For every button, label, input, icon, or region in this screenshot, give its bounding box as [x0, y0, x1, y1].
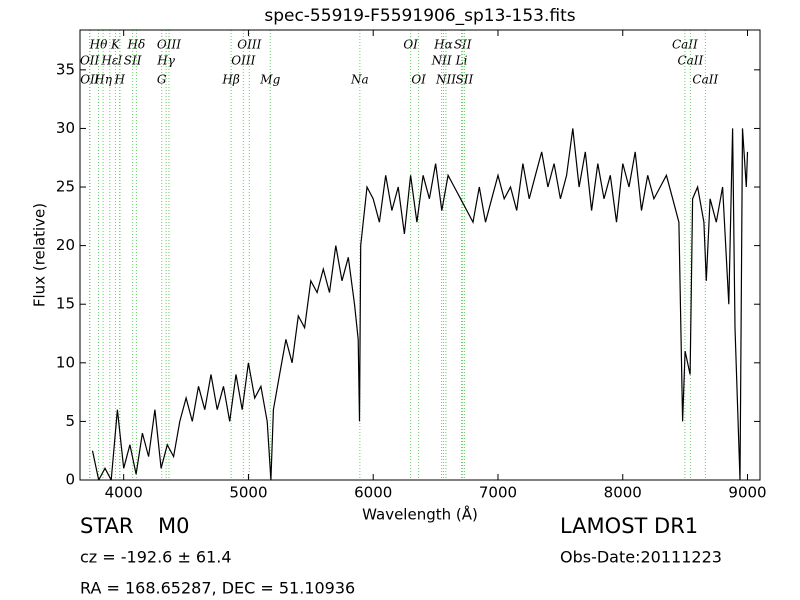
spectral-line-label: OIII — [237, 38, 261, 52]
spectral-line-label: CaII — [692, 73, 718, 87]
spectral-line-label: H — [113, 73, 125, 87]
obs-date: Obs-Date:20111223 — [560, 548, 722, 567]
x-tick-label: 7000 — [479, 484, 517, 502]
spectral-line-label: Hα — [433, 38, 453, 52]
spectral-line-label: Hδ — [127, 38, 146, 52]
spectral-line-label: Hη — [93, 73, 112, 87]
y-tick-label: 35 — [56, 60, 75, 78]
x-tick-label: 9000 — [728, 484, 766, 502]
spectral-line-label: OI — [403, 38, 418, 52]
redshift: cz = -192.6 ± 61.4 — [80, 548, 232, 567]
subclass: M0 — [158, 514, 189, 538]
spectral-line-label: Hε — [100, 54, 118, 68]
spectral-line-label: Li — [455, 54, 468, 68]
spectral-line-label: CaII — [672, 38, 698, 52]
spectrum-line — [91, 128, 749, 480]
spectral-line-label: Hγ — [156, 54, 175, 68]
spectral-line-label: SII — [456, 73, 474, 87]
plot-frame — [79, 29, 761, 481]
y-tick-label: 5 — [65, 412, 75, 430]
spectral-line-label: OI — [411, 73, 426, 87]
y-tick-label: 25 — [56, 178, 75, 196]
y-tick-label: 15 — [56, 295, 75, 313]
y-tick-label: 30 — [56, 119, 75, 137]
spectral-line-label: NII — [431, 54, 452, 68]
y-tick-label: 20 — [56, 236, 75, 254]
spectral-line-label: Hβ — [221, 73, 239, 87]
spectral-line-label: G — [157, 73, 167, 87]
chart-title: spec-55919-F5591906_sp13-153.fits — [264, 6, 575, 26]
coordinates: RA = 168.65287, DEC = 51.10936 — [80, 579, 355, 598]
spectral-line-label: SII — [454, 38, 472, 52]
spectral-line-label: Na — [350, 73, 369, 87]
y-tick-label: 0 — [65, 471, 75, 489]
survey: LAMOST DR1 — [560, 514, 698, 538]
x-tick-label: 6000 — [354, 484, 392, 502]
x-tick-label: 8000 — [604, 484, 642, 502]
y-tick-label: 10 — [56, 353, 75, 371]
spectral-line-label: CaII — [677, 54, 703, 68]
spectral-line-label: OIII — [157, 38, 181, 52]
x-tick-label: 4000 — [105, 484, 143, 502]
spectral-line-label: K — [110, 38, 121, 52]
object-class: STAR — [80, 514, 133, 538]
spectral-line-label: NII — [435, 73, 456, 87]
spectral-line-label: SII — [124, 54, 142, 68]
spectral-line-label: Hθ — [89, 38, 108, 52]
spectral-line-label: OII — [80, 73, 100, 87]
spectral-line-label: Mg — [259, 73, 280, 87]
spectral-line-label: OIII — [231, 54, 255, 68]
x-axis-label: Wavelength (Å) — [362, 505, 478, 524]
x-tick-label: 5000 — [229, 484, 267, 502]
y-axis-label: Flux (relative) — [31, 203, 49, 307]
